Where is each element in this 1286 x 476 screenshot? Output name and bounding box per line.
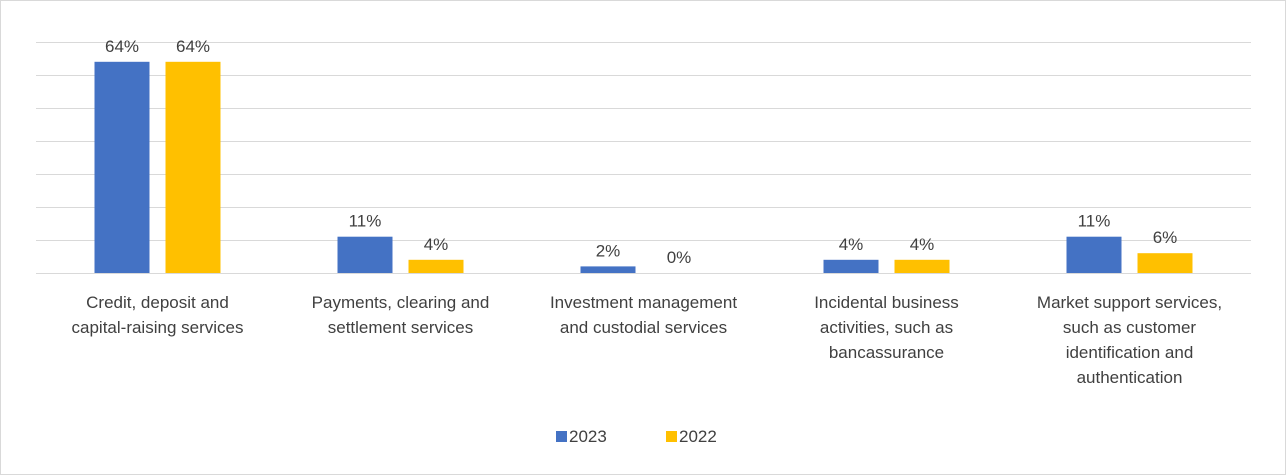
data-label: 6% (1153, 228, 1178, 247)
data-label: 64% (176, 37, 210, 56)
bar-2022-0 (165, 61, 221, 273)
bar-2023-2 (580, 266, 636, 273)
category-label-line: Investment management (550, 293, 737, 312)
category-label-line: capital-raising services (72, 318, 244, 337)
category-label-line: such as customer (1063, 318, 1197, 337)
bar-2023-1 (337, 236, 393, 273)
bar-2022-4 (1137, 253, 1193, 273)
data-labels: 64% 64% Credit, deposit and capital-raising… (72, 37, 1223, 387)
bar-2023-4 (1066, 236, 1122, 273)
category-label-line: Payments, clearing and (312, 293, 490, 312)
bar-2022-1 (408, 259, 464, 273)
category-label: Payments, clearing and settlement service… (312, 293, 490, 337)
category-label-line: and custodial services (560, 318, 727, 337)
data-label: 4% (910, 235, 935, 254)
bars (94, 61, 1193, 273)
bar-2023-3 (823, 259, 879, 273)
category-label-line: authentication (1077, 368, 1183, 387)
legend-label-2023: 2023 (569, 427, 607, 446)
data-label: 4% (424, 235, 449, 254)
category-label-line: bancassurance (829, 343, 944, 362)
data-label: 4% (839, 235, 864, 254)
category-label-line: settlement services (328, 318, 474, 337)
legend-label-2022: 2022 (679, 427, 717, 446)
data-label: 0% (667, 248, 692, 267)
gridlines (36, 42, 1251, 241)
category-label-line: Credit, deposit and (86, 293, 229, 312)
category-label-line: Market support services, (1037, 293, 1222, 312)
category-label: Credit, deposit and capital-raising servi… (72, 293, 244, 337)
legend-swatch-2023 (556, 431, 567, 442)
bar-2023-0 (94, 61, 150, 273)
bar-2022-3 (894, 259, 950, 273)
category-label-line: identification and (1066, 343, 1194, 362)
category-label: Incidental business activities, such as ba… (814, 293, 959, 362)
data-label: 11% (349, 212, 382, 231)
category-label-line: activities, such as (820, 318, 953, 337)
legend-swatch-2022 (666, 431, 677, 442)
category-label-line: Incidental business (814, 293, 959, 312)
category-label: Market support services, such as customer… (1037, 293, 1222, 387)
data-label: 64% (105, 37, 139, 56)
legend: 2023 2022 (556, 427, 717, 446)
data-label: 11% (1078, 212, 1111, 231)
data-label: 2% (596, 241, 621, 260)
category-label: Investment management and custodial servi… (550, 293, 737, 337)
